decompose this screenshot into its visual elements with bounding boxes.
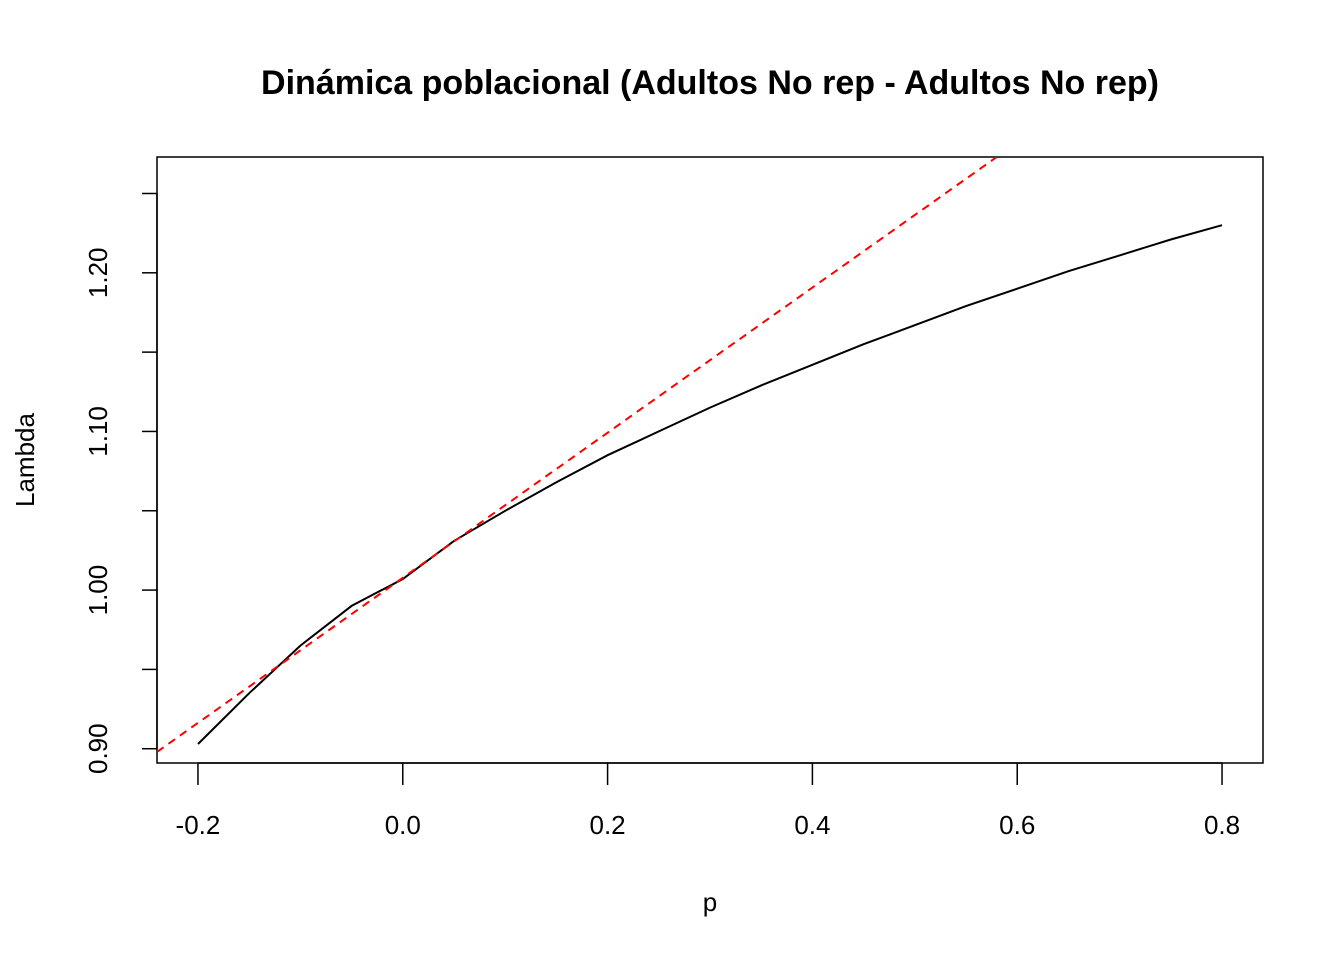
x-tick-label: 0.2 xyxy=(590,810,626,840)
x-tick-label: 0.8 xyxy=(1204,810,1240,840)
plot-area xyxy=(156,156,1264,764)
solid-line-series xyxy=(197,224,1223,745)
chart-title: Dinámica poblacional (Adultos No rep - A… xyxy=(261,64,1159,102)
y-axis: 0.90 1.00 1.10 1.20 xyxy=(83,192,158,774)
y-tick-label: 0.90 xyxy=(83,723,113,774)
x-axis: -0.2 0.0 0.2 0.4 0.6 0.8 xyxy=(176,762,1240,840)
series-layer xyxy=(157,157,1223,753)
x-tick-label: 0.6 xyxy=(999,810,1035,840)
dashed-line-series xyxy=(157,157,998,753)
y-tick-label: 1.20 xyxy=(83,248,113,299)
x-tick-label: 0.0 xyxy=(385,810,421,840)
y-tick-label: 1.00 xyxy=(83,565,113,616)
x-axis-label: p xyxy=(703,887,717,917)
x-tick-label: 0.4 xyxy=(794,810,830,840)
y-axis-label: Lambda xyxy=(10,412,40,506)
x-tick-label: -0.2 xyxy=(176,810,221,840)
y-tick-label: 1.10 xyxy=(83,406,113,457)
